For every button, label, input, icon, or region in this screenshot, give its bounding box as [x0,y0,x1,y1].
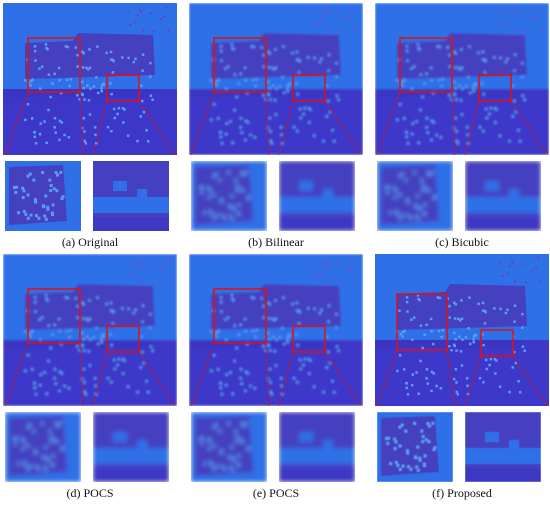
figure-panel: (c) Bicubic [375,3,549,251]
leader-line [265,91,270,155]
figure-panel: (d) POCS [3,254,177,502]
leader-line [451,91,456,155]
roi-box-left [27,37,81,93]
figure-panel: (b) Bilinear [189,3,363,251]
zoom-inset-left [191,161,267,231]
scene-image [375,3,549,155]
figure-panel: (f) Proposed [375,254,549,502]
leader-line [4,91,29,155]
leader-line [190,91,215,155]
roi-box-right [292,74,326,102]
leader-line [278,351,294,406]
roi-box-left [396,293,448,351]
leader-line [324,100,362,155]
panel-caption: (d) POCS [66,486,114,500]
leader-line [92,100,108,155]
zoom-inset-right [93,412,169,482]
zoom-inset-right [93,161,169,231]
zoom-inset-left [377,161,453,231]
zoom-inset-right [279,161,355,231]
leader-line [138,100,176,155]
leader-line [92,351,108,406]
panel-caption: (e) POCS [252,486,300,500]
leader-line [190,342,215,406]
leader-line [464,100,480,155]
leader-line [512,355,548,406]
leader-line [464,355,482,406]
panel-caption: (f) Proposed [432,486,492,500]
roi-box-right [478,74,512,102]
zoom-inset-left [5,161,81,231]
zoom-inset-left [377,412,453,482]
scene-image [189,254,363,406]
panel-caption: (c) Bicubic [435,235,489,249]
scene-image [189,3,363,155]
panel-caption: (b) Bilinear [248,235,304,249]
roi-box-right [480,329,514,357]
leader-line [446,349,456,406]
scene-image [3,254,177,406]
roi-box-left [213,288,267,344]
leader-line [4,342,29,406]
zoom-inset-right [279,412,355,482]
leader-line [324,351,362,406]
scene-image [3,3,177,155]
roi-box-left [213,37,267,93]
leader-line [79,91,84,155]
roi-box-right [106,74,140,102]
zoom-inset-right [465,412,541,482]
roi-box-right [292,325,326,353]
leader-line [79,342,84,406]
zoom-inset-left [191,412,267,482]
leader-line [265,342,270,406]
scene-image [375,254,549,406]
roi-box-right [106,325,140,353]
leader-line [376,91,401,155]
leader-line [278,100,294,155]
figure-panel: (e) POCS [189,254,363,502]
panel-caption: (a) Original [61,235,119,249]
zoom-inset-right [465,161,541,231]
roi-box-left [399,37,453,93]
zoom-inset-left [5,412,81,482]
leader-line [138,351,176,406]
leader-line [510,100,548,155]
roi-box-left [27,288,81,344]
figure-panel: (a) Original [3,3,177,251]
